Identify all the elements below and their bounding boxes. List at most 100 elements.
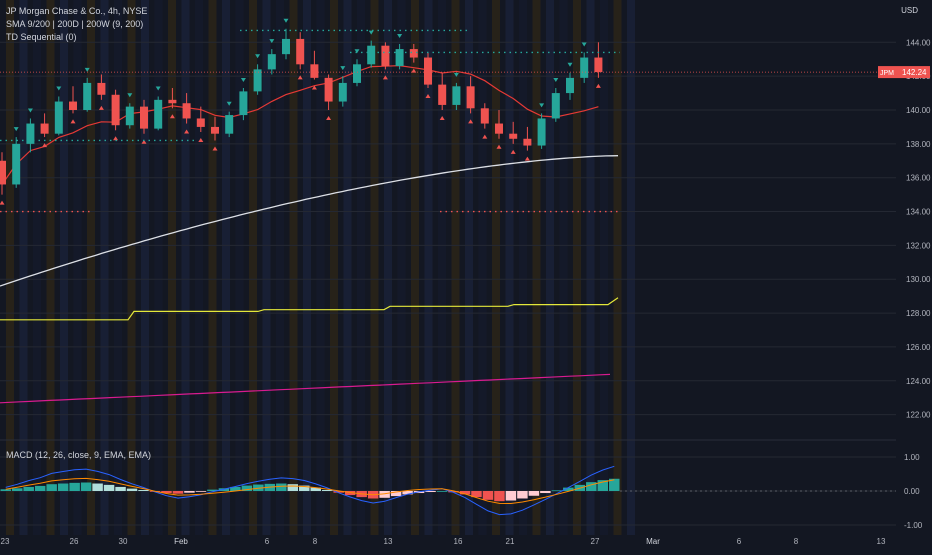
candle-body (480, 108, 489, 124)
td-setup-mark (198, 138, 204, 142)
session-stripe (262, 0, 271, 535)
price-tick-label: 126.00 (906, 343, 931, 352)
macd-bar (597, 480, 609, 491)
macd-bar (126, 488, 138, 491)
td-setup-mark (269, 39, 275, 44)
last-symbol-bg (878, 66, 896, 79)
td-setup-mark (155, 86, 161, 91)
macd-bar (402, 491, 413, 495)
candle-body (551, 93, 560, 119)
session-stripe (627, 0, 635, 535)
last-symbol-text: JPM (880, 70, 894, 77)
sma-200w-line (0, 373, 611, 404)
session-stripe (276, 0, 284, 535)
session-stripe (46, 0, 55, 535)
time-tick-label: 23 (1, 537, 10, 546)
td-setup-mark (567, 62, 573, 67)
time-tick-label: 16 (454, 537, 463, 546)
price-tick-label: 128.00 (906, 309, 931, 318)
candle-body (381, 45, 390, 66)
macd-bar (459, 491, 471, 495)
last-price-text: 142.24 (902, 68, 927, 77)
session-stripe (586, 0, 595, 535)
macd-bar (92, 483, 103, 491)
session-stripe (168, 0, 176, 535)
price-tick-label: 140.00 (906, 106, 931, 115)
time-tick-label: Mar (646, 537, 660, 546)
candle-body (438, 84, 447, 105)
session-stripe (303, 0, 311, 535)
session-stripe (573, 0, 581, 535)
macd-bar (115, 486, 126, 491)
td-setup-mark (311, 85, 317, 90)
session-stripe (195, 0, 203, 535)
macd-tick-label: 1.00 (904, 453, 920, 462)
candle-body (523, 138, 532, 146)
td-setup-mark (226, 101, 232, 106)
candle-body (40, 123, 49, 134)
price-tick-label: 122.00 (906, 411, 931, 420)
macd-bar (161, 491, 172, 494)
macd-bar (69, 482, 80, 491)
td-setup-mark (113, 136, 119, 141)
price-tick-label: 132.00 (906, 241, 931, 250)
macd-bar (517, 491, 528, 499)
candle-body (424, 57, 432, 85)
td-setup-mark (411, 68, 417, 73)
session-stripe (33, 0, 41, 535)
macd-bar (379, 491, 390, 498)
macd-bar (448, 491, 459, 493)
candle-body (537, 118, 546, 146)
macd-bar (310, 487, 321, 491)
macd-bar (276, 483, 287, 491)
td-setup-mark (84, 67, 90, 72)
macd-legend[interactable]: MACD (12, 26, close, 9, EMA, EMA) (6, 450, 152, 460)
td-setup-mark (340, 66, 346, 71)
sma-200-line (0, 155, 619, 287)
session-stripe (181, 0, 190, 535)
td-setup-mark (255, 54, 261, 59)
macd-bar (344, 491, 356, 496)
macd-bar (299, 485, 310, 491)
macd-bar (207, 489, 218, 491)
sma-legend[interactable]: SMA 9/200 | 200D | 200W (9, 200) (6, 19, 144, 29)
time-tick-label: Feb (174, 537, 188, 546)
td-setup-mark (27, 108, 33, 113)
td-setup-mark (42, 143, 48, 148)
td-setup-mark (240, 78, 246, 82)
td-setup-mark (595, 83, 601, 88)
candle-body (253, 69, 262, 92)
session-stripe (559, 0, 568, 535)
session-stripe (465, 0, 473, 535)
macd-bar (333, 491, 344, 493)
td-setup-mark (453, 72, 459, 77)
grid (0, 41, 896, 526)
td-setup-mark (539, 103, 545, 108)
td-setup-mark (368, 30, 374, 35)
session-stripe (316, 0, 325, 535)
session-stripe (19, 0, 28, 535)
session-stripe (519, 0, 527, 535)
candle-body (225, 115, 234, 134)
session-stripe (127, 0, 136, 535)
td-legend[interactable]: TD Sequential (0) (6, 32, 77, 42)
session-stripe (235, 0, 244, 535)
symbol-legend[interactable]: JP Morgan Chase & Co., 4h, NYSE (6, 6, 148, 16)
candle-body (168, 99, 177, 104)
macd-bar (103, 484, 115, 491)
candle-body (367, 45, 376, 65)
time-tick-label: 30 (119, 537, 128, 546)
time-tick-label: 6 (265, 537, 270, 546)
session-stripe (505, 0, 514, 535)
macd-bar (494, 491, 505, 502)
macd-bar (34, 485, 46, 491)
macd-lines (5, 465, 896, 516)
td-setup-mark (56, 86, 62, 91)
candle-body (83, 82, 92, 110)
candle-body (324, 77, 333, 102)
time-tick-label: 6 (737, 537, 742, 546)
candle-body (196, 118, 205, 127)
session-stripe (397, 0, 406, 535)
